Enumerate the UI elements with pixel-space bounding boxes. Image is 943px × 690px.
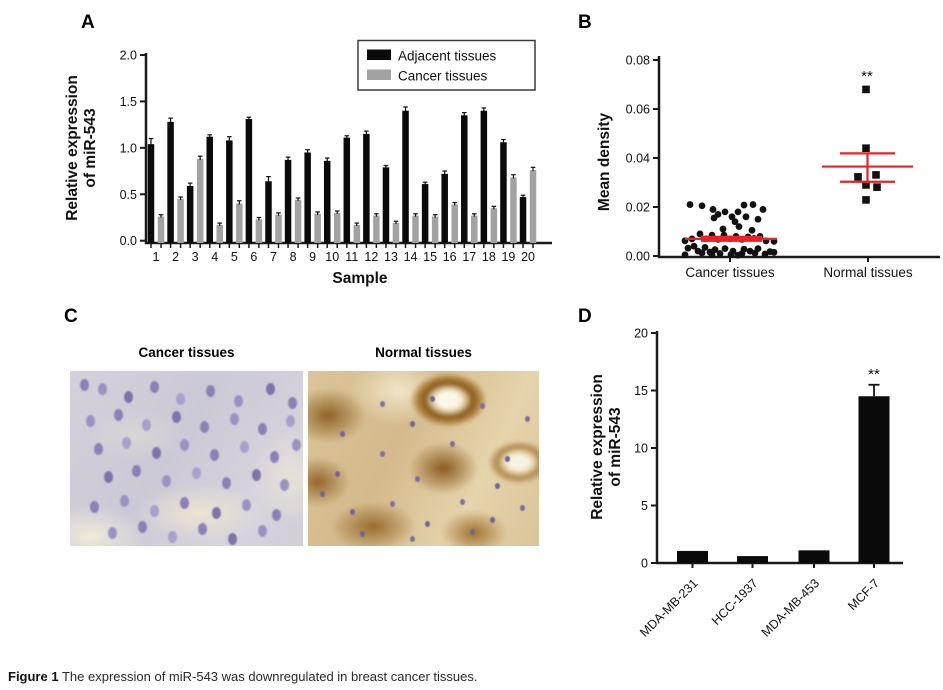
histology-title-normal: Normal tissues bbox=[375, 345, 472, 360]
svg-text:**: ** bbox=[861, 68, 873, 85]
svg-text:6: 6 bbox=[250, 250, 257, 264]
svg-text:of miR-543: of miR-543 bbox=[82, 108, 99, 188]
svg-text:0.5: 0.5 bbox=[120, 188, 137, 202]
svg-text:20: 20 bbox=[521, 250, 535, 264]
bars-adjacent-tissues bbox=[147, 110, 527, 244]
svg-text:of miR-543: of miR-543 bbox=[607, 407, 624, 487]
cell-nuclei-texture bbox=[80, 379, 89, 391]
svg-text:Normal tissues: Normal tissues bbox=[823, 265, 913, 280]
svg-text:10: 10 bbox=[325, 250, 339, 264]
histology-image-normal bbox=[308, 371, 539, 546]
svg-text:2.0: 2.0 bbox=[120, 49, 137, 63]
svg-text:11: 11 bbox=[345, 250, 358, 264]
svg-text:1.5: 1.5 bbox=[120, 95, 137, 109]
svg-text:1: 1 bbox=[153, 250, 160, 264]
mean-sem-lines bbox=[685, 235, 777, 242]
cancer-tissue-micrograph bbox=[70, 371, 303, 546]
svg-text:2: 2 bbox=[172, 250, 179, 264]
error-bars bbox=[148, 106, 536, 226]
svg-text:MDA-MB-231: MDA-MB-231 bbox=[637, 576, 700, 639]
svg-text:13: 13 bbox=[384, 250, 398, 264]
svg-text:1.0: 1.0 bbox=[120, 141, 137, 155]
chart-b-scatter-plot: 0.00 0.02 0.04 0.06 0.08 Mean density Cancer t… bbox=[596, 54, 940, 280]
svg-text:MDA-MB-453: MDA-MB-453 bbox=[759, 576, 822, 639]
histology-title-cancer: Cancer tissues bbox=[138, 345, 235, 360]
svg-text:5: 5 bbox=[231, 250, 238, 264]
svg-text:Sample: Sample bbox=[332, 270, 388, 287]
svg-text:20: 20 bbox=[634, 327, 648, 341]
svg-text:MCF-7: MCF-7 bbox=[845, 576, 882, 613]
panel-label-d: D bbox=[578, 306, 592, 327]
bars-cancer-tissues bbox=[157, 158, 537, 243]
mean-sem-lines bbox=[822, 152, 913, 183]
svg-text:Adjacent tissues: Adjacent tissues bbox=[398, 49, 497, 64]
svg-text:Mean density: Mean density bbox=[596, 113, 613, 212]
svg-text:3: 3 bbox=[192, 250, 199, 264]
points-normal bbox=[854, 85, 881, 204]
panel-label-c: C bbox=[64, 306, 78, 327]
svg-text:8: 8 bbox=[290, 250, 297, 264]
svg-text:0.02: 0.02 bbox=[626, 201, 650, 215]
svg-text:0.06: 0.06 bbox=[626, 103, 650, 117]
svg-text:HCC-1937: HCC-1937 bbox=[709, 576, 761, 628]
svg-text:15: 15 bbox=[423, 250, 437, 264]
chart-d-bar-chart: 0 5 10 15 20 Relative expression of miR-543 MDA… bbox=[589, 327, 903, 640]
legend: Adjacent tissues Cancer tissues bbox=[357, 39, 536, 91]
panel-label-a: A bbox=[81, 12, 95, 33]
svg-text:Relative expression: Relative expression bbox=[64, 75, 81, 221]
svg-text:0.08: 0.08 bbox=[626, 54, 650, 68]
caption-text: The expression of miR-543 was downregula… bbox=[61, 669, 478, 684]
svg-text:12: 12 bbox=[364, 250, 378, 264]
svg-text:Cancer tissues: Cancer tissues bbox=[685, 265, 775, 280]
svg-text:0.0: 0.0 bbox=[120, 234, 137, 248]
normal-tissue-micrograph bbox=[308, 371, 539, 546]
svg-text:19: 19 bbox=[501, 250, 515, 264]
svg-text:4: 4 bbox=[211, 250, 218, 264]
svg-text:14: 14 bbox=[404, 250, 418, 264]
svg-text:7: 7 bbox=[270, 250, 277, 264]
svg-text:17: 17 bbox=[462, 250, 476, 264]
svg-text:Cancer tissues: Cancer tissues bbox=[398, 69, 488, 84]
svg-text:Relative expression: Relative expression bbox=[589, 374, 606, 520]
svg-text:**: ** bbox=[868, 366, 880, 383]
bars-cell-lines bbox=[677, 396, 890, 563]
caption-label: Figure 1 bbox=[8, 669, 59, 684]
svg-text:0: 0 bbox=[641, 557, 648, 571]
svg-text:15: 15 bbox=[634, 384, 648, 398]
svg-text:9: 9 bbox=[309, 250, 316, 264]
svg-text:5: 5 bbox=[641, 499, 648, 513]
svg-text:16: 16 bbox=[443, 250, 457, 264]
chart-a-grouped-bar-chart: 0.00.51.01.52.01 2 3 4 5 6 7 8 9 10 11 12 13 14 15 16 17… bbox=[64, 39, 552, 287]
panel-label-b: B bbox=[578, 12, 592, 33]
cell-nuclei-texture bbox=[320, 491, 325, 497]
svg-text:0.04: 0.04 bbox=[626, 152, 650, 166]
figure-caption: Figure 1 The expression of miR-543 was d… bbox=[8, 669, 477, 684]
points-cancer bbox=[681, 201, 778, 259]
svg-text:0.00: 0.00 bbox=[626, 250, 650, 264]
svg-text:18: 18 bbox=[482, 250, 496, 264]
svg-text:10: 10 bbox=[634, 442, 648, 456]
histology-image-cancer bbox=[70, 371, 303, 546]
